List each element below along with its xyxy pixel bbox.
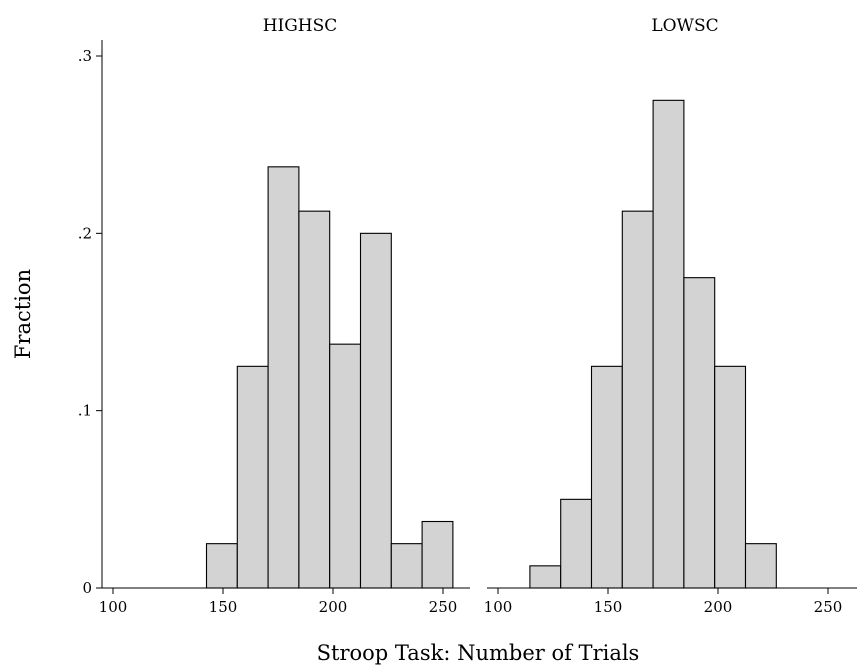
x-axis-title: Stroop Task: Number of Trials — [317, 641, 640, 665]
panel-highsc: HIGHSC 100 150 200 250 — [99, 16, 470, 616]
histogram-bar — [714, 365, 747, 589]
y-ticks: 0 .1 .2 .3 — [78, 47, 102, 597]
histogram-bar — [421, 520, 454, 589]
histogram-bar — [590, 365, 623, 589]
y-axis: 0 .1 .2 .3 — [78, 40, 103, 597]
panel-lowsc: LOWSC 100 150 200 250 — [484, 16, 857, 616]
x-tick-label: 250 — [814, 598, 843, 616]
y-axis-title: Fraction — [11, 269, 35, 359]
x-tick-label: 100 — [484, 598, 513, 616]
histogram-bar — [683, 277, 716, 589]
histogram-bar — [359, 232, 392, 589]
x-tick-label: 100 — [99, 598, 128, 616]
y-tick-label: 0 — [82, 579, 92, 597]
histogram-bar — [329, 343, 362, 589]
x-tick-label: 200 — [704, 598, 733, 616]
x-tick-label: 250 — [429, 598, 458, 616]
histogram-bar — [621, 210, 654, 589]
histogram-bar — [390, 543, 423, 589]
histogram-panels: HIGHSC 100 150 200 250 LOWSC 100 150 200 250 — [99, 16, 857, 616]
histogram-bar — [236, 365, 269, 589]
panel-title: LOWSC — [651, 16, 718, 36]
histogram-bar — [267, 166, 300, 589]
histogram-bar — [529, 565, 562, 589]
y-tick-label: .1 — [78, 402, 92, 420]
panel-title: HIGHSC — [263, 16, 338, 36]
histogram-bar — [652, 99, 685, 589]
x-tick-label: 150 — [209, 598, 238, 616]
y-tick-label: .2 — [78, 224, 92, 242]
histogram-bar — [560, 498, 593, 589]
x-tick-label: 150 — [594, 598, 623, 616]
histogram-bar — [205, 543, 238, 589]
histogram-bar — [744, 543, 777, 589]
histogram-bar — [298, 210, 331, 589]
x-tick-label: 200 — [319, 598, 348, 616]
y-tick-label: .3 — [78, 47, 92, 65]
